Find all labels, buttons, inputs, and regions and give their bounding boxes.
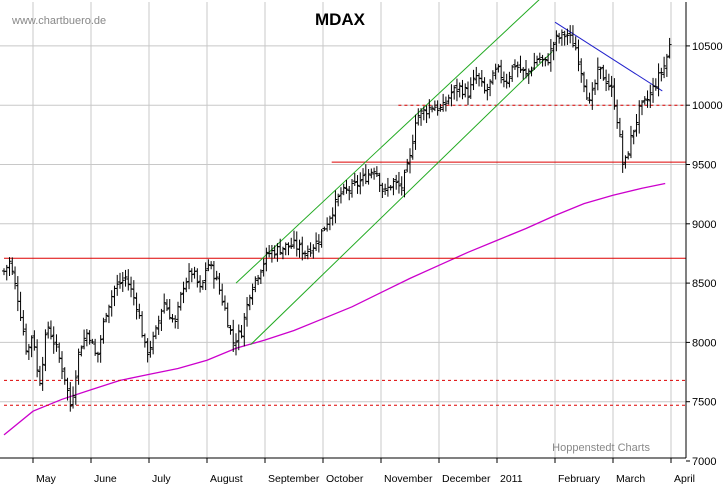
lower-channel-trend-line [250, 51, 553, 346]
price-bars-layer [2, 25, 672, 412]
source-label: www.chartbuero.de [11, 15, 106, 27]
support-resistance-layer [4, 104, 686, 406]
x-tick-label: July [152, 473, 171, 485]
credit-label: Hoppenstedt Charts [552, 442, 650, 454]
x-tick-label: 2011 [500, 473, 523, 485]
upper-channel-trend-line [235, 0, 540, 284]
y-tick-label: 10000 [692, 100, 723, 112]
x-tick-label: December [442, 473, 491, 485]
x-tick-label: June [94, 473, 117, 485]
y-tick-label: 7500 [692, 397, 716, 409]
x-tick-label: March [616, 473, 645, 485]
x-tick-label: February [558, 473, 601, 485]
y-tick-label: 9000 [692, 219, 716, 231]
x-tick-label: May [36, 473, 57, 485]
moving-average-layer [3, 182, 666, 436]
y-tick-label: 7000 [692, 456, 716, 468]
text-layer: www.chartbuero.de MDAX Hoppenstedt Chart… [11, 10, 650, 454]
chart-title: MDAX [315, 10, 366, 29]
x-tick-label: August [210, 473, 243, 485]
trend-lines-layer [235, 0, 663, 346]
moving-average-line [3, 182, 666, 436]
y-tick-label: 8000 [692, 337, 716, 349]
y-tick-label: 8500 [692, 278, 716, 290]
x-tick-label: November [384, 473, 433, 485]
y-tick-label: 9500 [692, 160, 716, 172]
x-tick-label: September [268, 473, 320, 485]
y-tick-label: 10500 [692, 41, 723, 53]
x-tick-label: April [674, 473, 695, 485]
grid-layer [0, 2, 686, 458]
x-tick-label: October [326, 473, 364, 485]
